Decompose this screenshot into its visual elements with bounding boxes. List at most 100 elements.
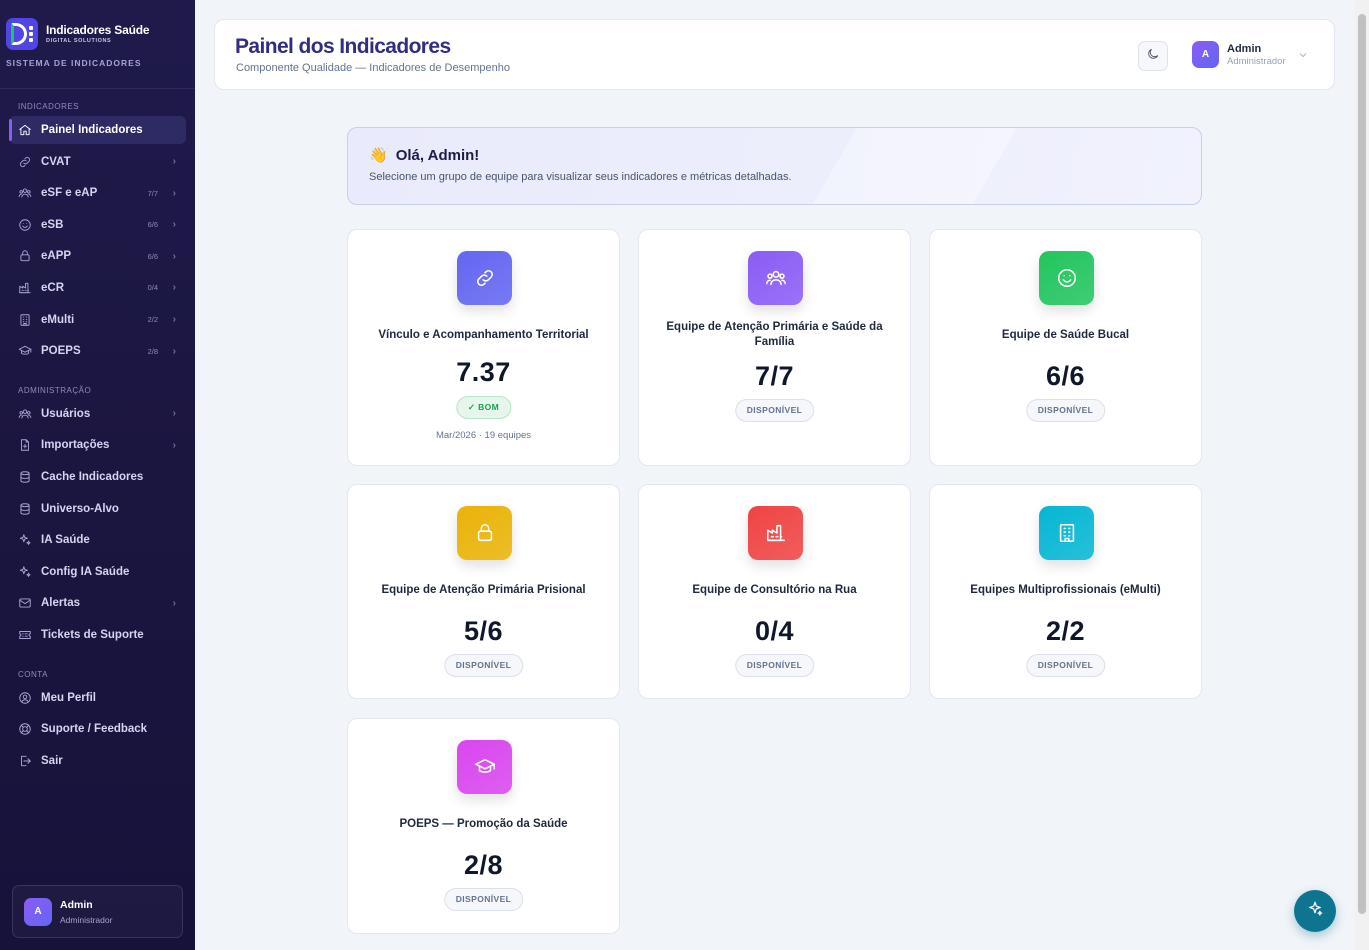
header-user-name: Admin [1227,42,1262,55]
chevron-down-icon[interactable] [1297,48,1309,60]
status-label: DISPONÍVEL [1037,405,1094,415]
sidebar-item-label: eSB [41,218,64,231]
lock-icon [18,249,32,263]
sidebar-item-universo-alvo[interactable]: Universo-Alvo [9,495,186,523]
avatar: A [1192,41,1219,68]
sparkles-icon [1306,900,1324,923]
sidebar-item-importacoes[interactable]: Importações › [9,431,186,459]
sidebar-item-label: eMulti [41,313,75,326]
status-badge: DISPONÍVEL [734,654,815,677]
sidebar-item-count: 2/2 [147,315,158,325]
user-menu[interactable]: A Admin Administrador [1192,41,1286,68]
card-value: 0/4 [754,616,795,646]
sidebar-item-eapp[interactable]: eAPP 6/6 › [9,242,186,270]
brand[interactable]: Indicadores Saúde DIGITAL SOLUTIONS [0,0,195,50]
page-title: Painel dos Indicadores [235,35,451,58]
sidebar-item-emulti[interactable]: eMulti 2/2 › [9,306,186,334]
card-title: Equipe de Atenção Primária e Saúde da Fa… [666,321,883,348]
chevron-right-icon: › [172,408,176,420]
status-badge: DISPONÍVEL [734,399,815,422]
status-badge: DISPONÍVEL [443,888,524,911]
sidebar-item-label: eAPP [41,250,72,263]
chevron-right-icon: › [172,282,176,294]
indicator-card[interactable]: POEPS — Promoção da Saúde 2/8 DISPONÍVEL [347,718,620,934]
sidebar-item-esb[interactable]: eSB 6/6 › [9,211,186,239]
users-icon [18,186,32,200]
sidebar-user-card[interactable]: A Admin Administrador [12,885,183,938]
card-title: Equipe de Consultório na Rua [692,584,857,596]
sidebar-section-label: CONTA [18,669,48,679]
sidebar-item-count: 6/6 [147,251,158,261]
database-icon [18,470,32,484]
card-title: Equipe de Atenção Primária Prisional [381,584,586,596]
factory-icon [18,281,32,295]
sidebar-item-label: eCR [41,281,65,294]
database-icon [18,502,32,516]
status-label: DISPONÍVEL [746,405,803,415]
status-label: DISPONÍVEL [1037,660,1094,670]
sidebar-item-ia-saude[interactable]: IA Saúde [9,526,186,554]
user-circle-icon [18,691,32,705]
sidebar-section-label: INDICADORES [18,102,80,111]
sidebar-item-label: POEPS [41,345,81,358]
card-meta: Mar/2026 · 19 equipes [435,430,532,441]
sidebar-item-ecr[interactable]: eCR 0/4 › [9,274,186,302]
theme-toggle-button[interactable] [1138,41,1168,71]
sidebar-item-label: eSF e eAP [41,187,98,200]
factory-icon [748,506,803,560]
status-label: DISPONÍVEL [746,660,803,670]
moon-icon [1146,47,1160,66]
brand-logo-icon [6,17,38,50]
sidebar-nav: INDICADORES Painel Indicadores CVAT › eSF e … [0,89,195,775]
sidebar-item-esf-e-eap[interactable]: eSF e eAP 7/7 › [9,179,186,207]
welcome-description: Selecione um grupo de equipe para visual… [369,171,792,183]
indicator-card[interactable]: Equipe de Atenção Primária e Saúde da Fa… [638,229,911,466]
sidebar-item-config-ia-saude[interactable]: Config IA Saúde [9,558,186,586]
building-icon [18,313,32,327]
card-title: Equipe de Saúde Bucal [1001,329,1130,341]
indicator-card[interactable]: Equipe de Saúde Bucal 6/6 DISPONÍVEL [929,229,1202,466]
sidebar-item-poeps[interactable]: POEPS 2/8 › [9,337,186,365]
scrollbar-thumb[interactable] [1358,14,1366,914]
sidebar-item-alertas[interactable]: Alertas › [9,589,186,617]
sidebar-item-usuarios[interactable]: Usuários › [9,400,186,428]
smile-icon [1039,251,1094,305]
status-badge: DISPONÍVEL [443,654,524,677]
sidebar-item-label: Alertas [41,597,80,610]
sidebar-item-sair[interactable]: Sair [9,747,186,775]
sidebar-user-name: Admin [60,898,93,911]
indicator-card[interactable]: Equipes Multiprofissionais (eMulti) 2/2 DI… [929,484,1202,699]
sidebar-item-count: 7/7 [147,188,158,198]
sidebar-item-cache-indicadores[interactable]: Cache Indicadores [9,463,186,491]
sidebar-item-label: Tickets de Suporte [41,628,144,641]
chevron-right-icon: › [172,439,176,451]
sidebar-user-role: Administrador [60,914,113,925]
indicator-card[interactable]: Vínculo e Acompanhamento Territorial 7.37… [347,229,620,466]
mail-icon [18,596,32,610]
sidebar-item-label: Painel Indicadores [41,124,143,136]
indicator-card[interactable]: Equipe de Atenção Primária Prisional 5/6 D… [347,484,620,699]
sidebar-item-label: Usuários [41,407,91,420]
sidebar-item-suporte-feedback[interactable]: Suporte / Feedback [9,715,186,743]
lifebuoy-icon [18,722,32,736]
sidebar-item-cvat[interactable]: CVAT › [9,148,186,176]
home-icon [18,123,32,137]
sidebar-section-label: ADMINISTRAÇÃO [18,385,92,395]
card-value: 7.37 [456,357,511,387]
card-title: Equipes Multiprofissionais (eMulti) [970,584,1161,596]
sidebar-item-meu-perfil[interactable]: Meu Perfil [9,684,186,712]
header-user-role: Administrador [1227,55,1286,67]
indicator-card[interactable]: Equipe de Consultório na Rua 0/4 DISPONÍVE… [638,484,911,699]
page-scrollbar[interactable] [1355,0,1369,950]
users-icon [748,251,803,305]
sidebar-item-tickets-de-suporte[interactable]: Tickets de Suporte [9,621,186,649]
smile-icon [18,218,32,232]
graduation-cap-icon [18,344,32,358]
sidebar-item-painel-indicadores[interactable]: Painel Indicadores [9,116,186,144]
page-subtitle: Componente Qualidade — Indicadores de De… [236,62,510,74]
lock-icon [457,506,512,560]
card-value: 2/2 [1045,616,1086,646]
ai-assistant-button[interactable] [1294,890,1336,932]
status-badge: DISPONÍVEL [1025,654,1106,677]
sparkles-icon [18,533,32,547]
